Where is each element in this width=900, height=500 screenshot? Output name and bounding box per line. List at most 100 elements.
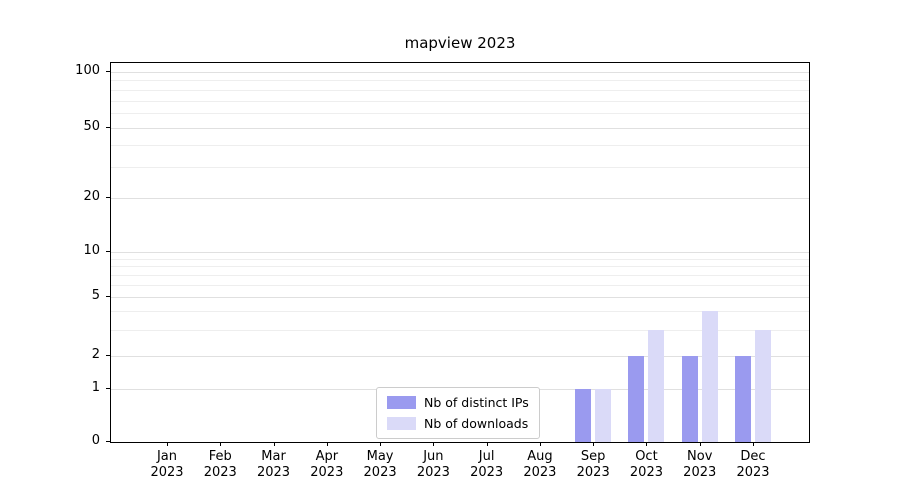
legend-item: Nb of downloads: [387, 416, 529, 431]
x-tick-mark: [539, 442, 541, 446]
x-tick-label: Mar 2023: [239, 449, 309, 481]
bar: [575, 389, 592, 442]
x-tick-year: 2023: [683, 465, 717, 480]
y-tick-mark: [106, 126, 110, 128]
grid-line-minor: [111, 100, 809, 102]
x-tick-month: Apr: [315, 449, 339, 464]
x-tick-label: Jun 2023: [398, 449, 468, 481]
grid-line-minor: [111, 330, 809, 332]
x-tick-label: Feb 2023: [185, 449, 255, 481]
y-tick-mark: [106, 295, 110, 297]
x-tick-year: 2023: [363, 465, 397, 480]
grid-line-minor: [111, 284, 809, 286]
x-tick-month: Jun: [423, 449, 444, 464]
grid-line-major: [111, 127, 809, 129]
grid-line-minor: [111, 144, 809, 146]
grid-line-minor: [111, 89, 809, 91]
x-tick-year: 2023: [629, 465, 663, 480]
x-tick-label: May 2023: [345, 449, 415, 481]
x-tick-label: Jan 2023: [132, 449, 202, 481]
x-tick-year: 2023: [416, 465, 450, 480]
y-tick-mark: [106, 197, 110, 199]
grid-line-major: [111, 296, 809, 298]
x-tick-mark: [433, 442, 435, 446]
x-tick-mark: [646, 442, 648, 446]
bar: [701, 311, 718, 442]
legend-label-downloads: Nb of downloads: [424, 416, 529, 431]
x-tick-month: Jul: [478, 449, 495, 464]
x-tick-month: Oct: [635, 449, 658, 464]
x-tick-month: May: [366, 449, 394, 464]
y-tick-label: 2: [91, 347, 100, 363]
legend-swatch-distinct-ips: [387, 396, 416, 409]
bar: [648, 330, 665, 442]
x-tick-label: Apr 2023: [292, 449, 362, 481]
x-tick-month: Mar: [261, 449, 286, 464]
x-tick-year: 2023: [523, 465, 557, 480]
y-tick-mark: [106, 441, 110, 442]
bar: [628, 356, 645, 442]
y-tick-label: 10: [83, 243, 100, 258]
x-tick-month: Nov: [687, 449, 713, 464]
y-tick-label: 100: [75, 62, 100, 78]
x-tick-year: 2023: [203, 465, 237, 480]
grid-line-minor: [111, 311, 809, 313]
x-tick-year: 2023: [256, 465, 291, 480]
y-tick-label: 20: [83, 189, 100, 205]
grid-line-minor: [111, 167, 809, 169]
legend-item: Nb of distinct IPs: [387, 395, 529, 410]
legend-label-distinct-ips: Nb of distinct IPs: [424, 395, 529, 410]
x-tick-mark: [380, 442, 382, 446]
bar: [735, 356, 751, 442]
x-tick-label: Nov 2023: [665, 449, 735, 481]
grid-line-minor: [111, 80, 809, 82]
grid-line-minor: [111, 113, 809, 114]
y-tick-mark: [106, 355, 110, 357]
x-tick-mark: [753, 442, 754, 446]
y-tick-mark: [106, 251, 110, 252]
y-tick-label: 1: [91, 380, 100, 396]
y-tick-label: 0: [91, 433, 100, 448]
x-tick-month: Dec: [740, 449, 766, 464]
bar: [681, 356, 698, 442]
chart-title: mapview 2023: [404, 34, 516, 52]
y-tick-mark: [106, 70, 110, 72]
x-tick-label: Jul 2023: [452, 449, 522, 481]
grid-line-major: [111, 252, 809, 253]
x-tick-mark: [486, 442, 488, 446]
x-tick-month: Jan: [156, 449, 178, 464]
x-tick-label: Aug 2023: [505, 449, 575, 481]
grid-line-minor: [111, 258, 809, 260]
bar: [595, 389, 612, 442]
y-tick-mark: [106, 388, 110, 390]
bar: [755, 330, 771, 442]
grid-line-major: [111, 198, 809, 200]
plot-area: Nb of distinct IPs Nb of downloads: [110, 62, 810, 443]
legend-swatch-downloads: [387, 417, 416, 430]
x-tick-label: Dec 2023: [718, 449, 788, 481]
x-tick-year: 2023: [310, 465, 344, 480]
x-tick-year: 2023: [576, 465, 610, 480]
grid-line-major: [111, 71, 809, 73]
x-tick-mark: [326, 442, 328, 446]
grid-line-major: [111, 356, 809, 358]
x-tick-year: 2023: [736, 465, 770, 480]
x-tick-mark: [167, 442, 168, 446]
x-tick-month: Feb: [208, 449, 232, 464]
x-tick-month: Sep: [580, 449, 606, 464]
x-tick-mark: [273, 442, 275, 446]
x-tick-year: 2023: [150, 465, 184, 480]
x-tick-month: Aug: [527, 449, 553, 464]
x-tick-mark: [699, 442, 701, 446]
legend: Nb of distinct IPs Nb of downloads: [376, 387, 540, 439]
grid-line-minor: [111, 266, 809, 268]
x-tick-mark: [593, 442, 595, 446]
x-tick-year: 2023: [470, 465, 504, 480]
y-tick-label: 5: [91, 287, 100, 303]
x-tick-mark: [220, 442, 222, 446]
x-tick-label: Sep 2023: [558, 449, 628, 481]
grid-line-minor: [111, 275, 809, 277]
x-tick-label: Oct 2023: [611, 449, 681, 481]
y-tick-label: 50: [83, 118, 100, 134]
